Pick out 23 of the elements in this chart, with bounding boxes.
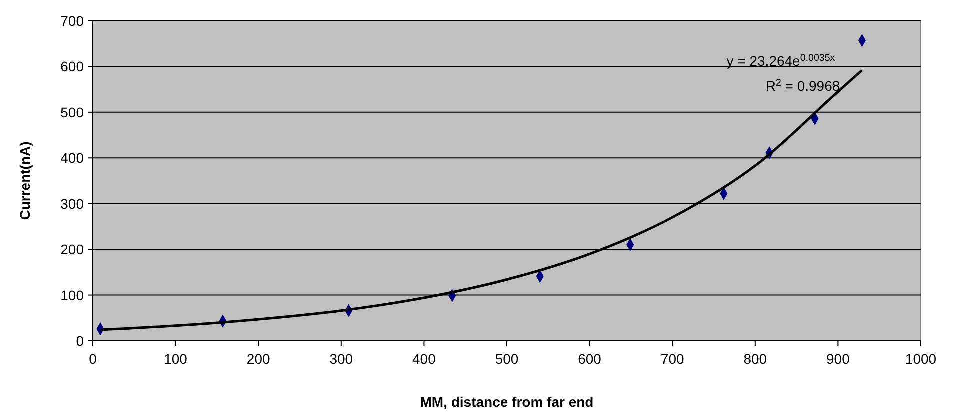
y-tick-label: 200 (60, 242, 84, 258)
y-tick-label: 700 (60, 13, 84, 29)
y-tick-label: 400 (60, 150, 84, 166)
x-tick-label: 400 (412, 351, 436, 367)
x-tick-label: 700 (660, 351, 684, 367)
annotation: y = 23.264e$^{0.0035x}$ (726, 52, 836, 69)
y-tick-label: 100 (60, 287, 84, 304)
x-tick-label: 800 (744, 351, 768, 367)
y-tick-label: 300 (60, 196, 84, 212)
x-tick-label: 1000 (905, 351, 937, 367)
y-tick-label: 0 (76, 333, 84, 349)
x-tick-label: 900 (826, 351, 850, 367)
x-tick-label: 200 (246, 351, 270, 367)
y-tick-label: 600 (60, 58, 84, 75)
y-tick-label: 500 (60, 104, 84, 120)
y-axis-title: Current(nA) (17, 142, 33, 220)
annotation: R$^{2}$ = 0.9968 (766, 78, 840, 94)
x-tick-label: 600 (578, 351, 602, 367)
x-tick-label: 500 (495, 351, 519, 367)
x-axis-title: MM, distance from far end (420, 394, 594, 410)
x-tick-label: 100 (164, 351, 188, 367)
x-tick-label: 0 (89, 351, 98, 367)
x-tick-label: 300 (330, 351, 354, 367)
